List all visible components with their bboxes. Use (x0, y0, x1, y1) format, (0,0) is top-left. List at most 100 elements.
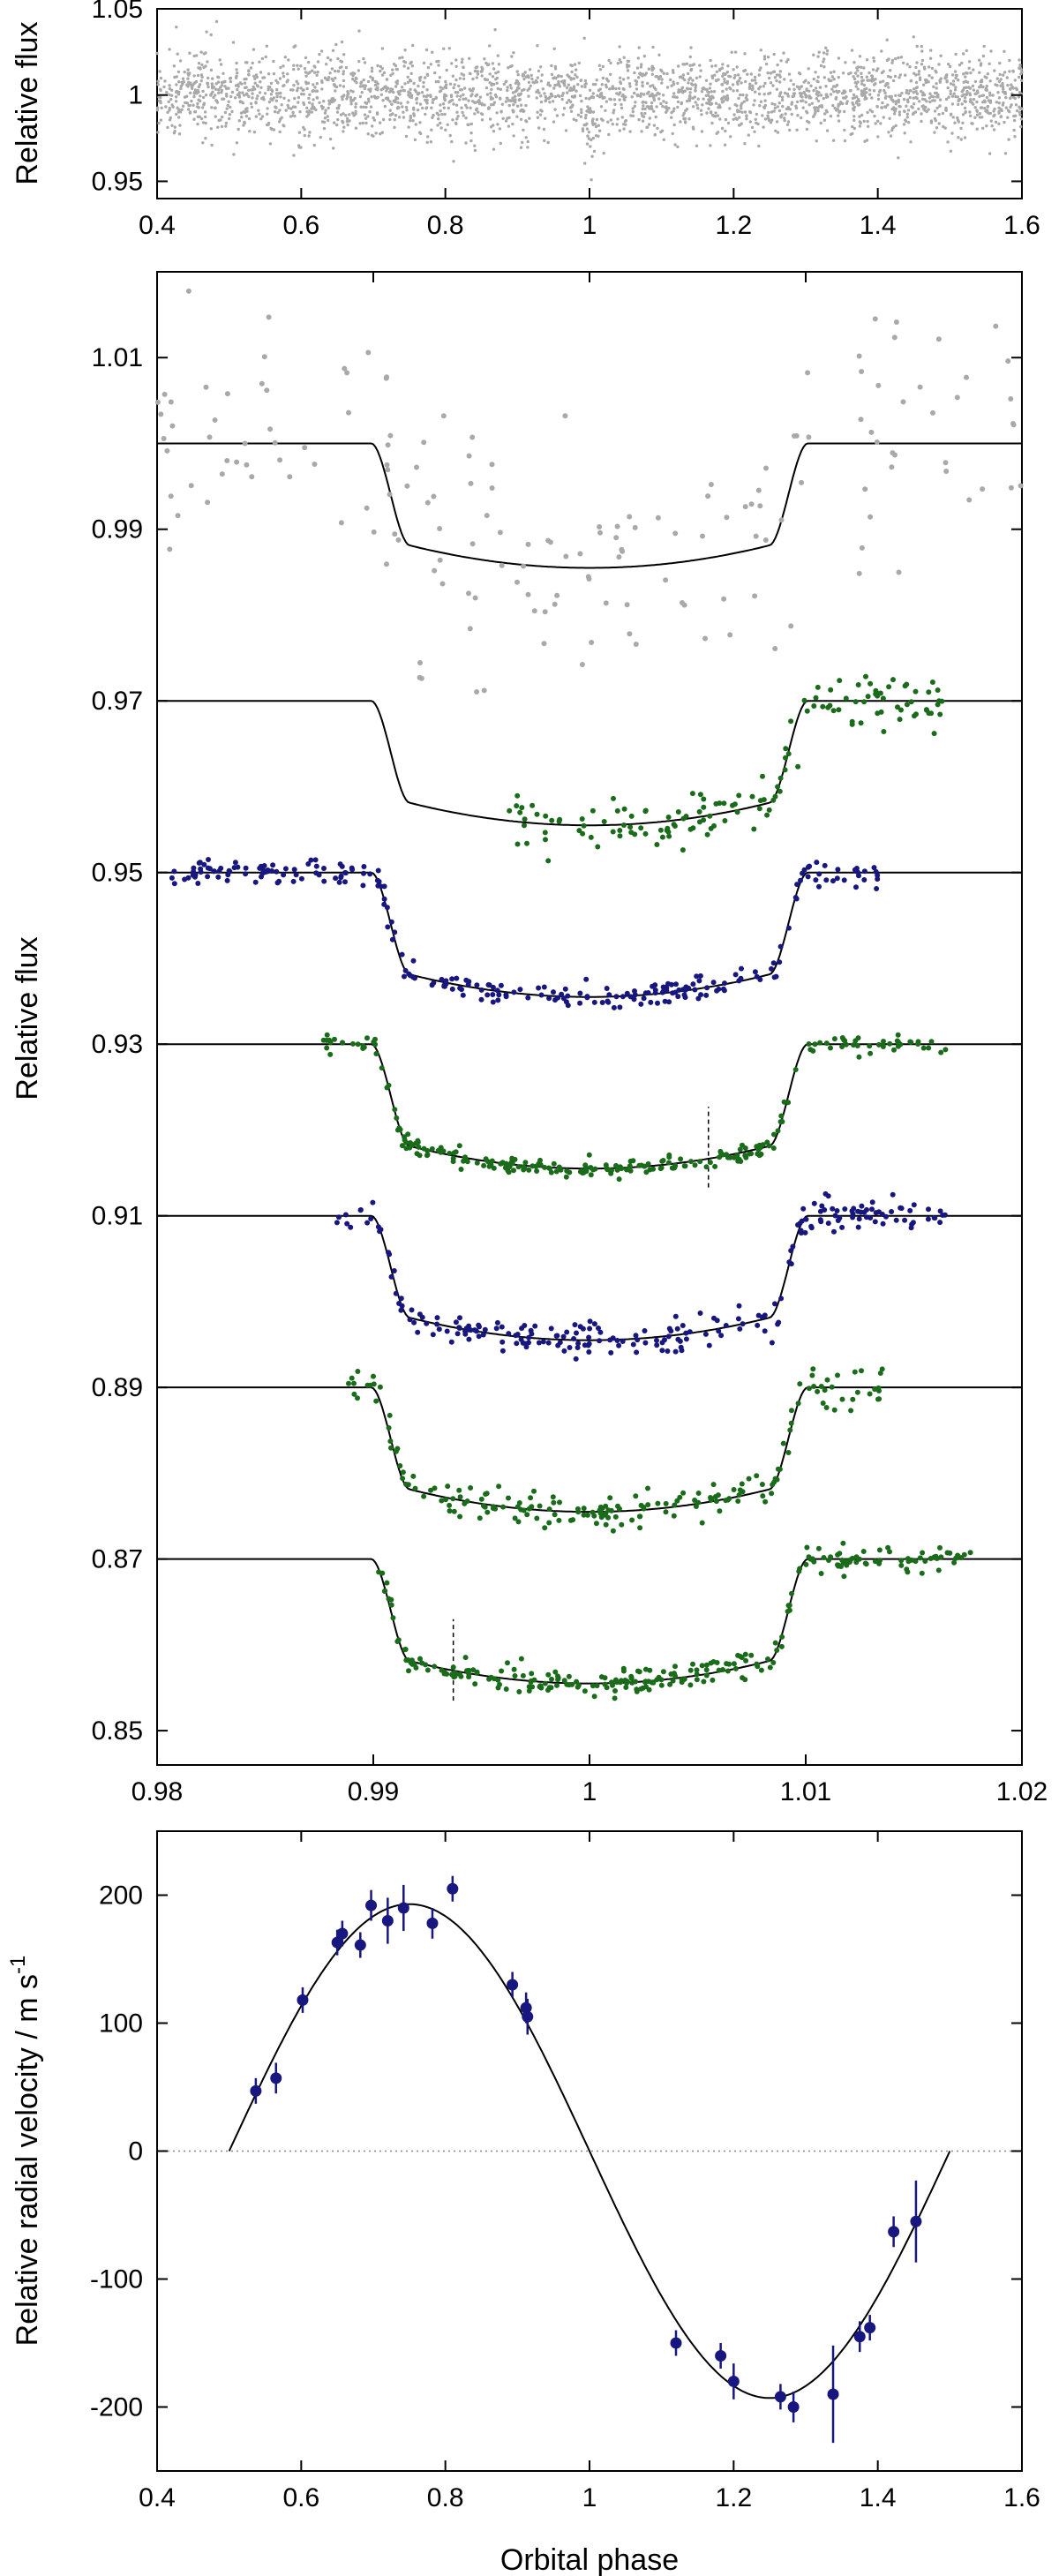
data-point (643, 107, 647, 111)
data-point (830, 87, 834, 91)
data-point (476, 1333, 482, 1340)
data-point (525, 995, 531, 1001)
data-point (688, 55, 692, 59)
rv-data-point (365, 1899, 378, 1911)
data-point (856, 353, 862, 359)
data-point (296, 64, 299, 68)
data-point (980, 94, 984, 98)
data-point (404, 483, 410, 489)
data-point (298, 110, 302, 114)
data-point (342, 94, 345, 98)
data-point (666, 833, 672, 839)
data-point (810, 1366, 816, 1372)
data-point (491, 75, 495, 79)
data-point (875, 1396, 881, 1402)
data-point (751, 826, 757, 832)
data-point (468, 71, 472, 76)
data-point (861, 877, 867, 882)
data-point (475, 76, 478, 79)
data-point (633, 1493, 639, 1499)
data-point (587, 131, 591, 134)
data-point (410, 974, 417, 980)
data-point (876, 1547, 882, 1553)
data-point (486, 107, 491, 110)
data-point (239, 111, 244, 115)
data-point (329, 58, 333, 62)
data-point (829, 1384, 835, 1390)
data-point (717, 1148, 724, 1154)
data-point (807, 89, 811, 93)
data-point (163, 79, 167, 83)
data-point (779, 116, 783, 119)
data-point (355, 81, 358, 85)
data-point (726, 64, 730, 68)
data-point (752, 103, 755, 107)
data-point (627, 1168, 634, 1174)
data-point (214, 115, 217, 118)
data-point (632, 831, 638, 837)
data-point (207, 85, 210, 89)
data-point (889, 464, 895, 470)
data-point (269, 93, 274, 96)
data-point (595, 79, 598, 82)
data-point (656, 126, 659, 131)
data-point (717, 103, 721, 107)
data-point (507, 124, 511, 128)
middle-axis-ytick-label: 0.89 (92, 1373, 143, 1402)
data-point (186, 68, 190, 71)
data-point (713, 73, 717, 77)
data-point (556, 1517, 562, 1523)
data-point (526, 74, 530, 78)
data-point (230, 109, 234, 114)
data-point (967, 60, 972, 64)
data-point (434, 1321, 440, 1327)
data-point (725, 79, 729, 84)
data-point (824, 85, 828, 88)
data-point (437, 79, 440, 84)
data-point (440, 112, 444, 116)
data-point (287, 58, 290, 62)
data-point (896, 569, 902, 575)
data-point (458, 1673, 464, 1679)
data-point (564, 129, 568, 132)
data-point (776, 63, 779, 67)
data-point (927, 65, 931, 69)
data-point (780, 98, 785, 102)
rv-data-point (397, 1902, 409, 1914)
rv-data-point (381, 1915, 394, 1926)
data-point (957, 102, 960, 107)
data-point (920, 97, 925, 101)
data-point (429, 1145, 435, 1152)
data-point (260, 115, 265, 118)
data-point (200, 63, 204, 67)
data-point (561, 113, 565, 116)
middle-axis-ytick-label: 0.91 (92, 1202, 143, 1231)
data-point (997, 106, 1001, 110)
panel-bottom-ylabel-superscript: -1 (6, 1956, 30, 1974)
data-point (790, 112, 793, 116)
data-point (195, 54, 199, 57)
data-point (301, 88, 304, 93)
data-point (937, 711, 943, 717)
data-point (199, 116, 204, 121)
data-point (516, 1500, 522, 1506)
data-point (636, 76, 641, 79)
data-point (960, 61, 964, 65)
data-point (575, 1509, 582, 1515)
data-point (815, 97, 818, 101)
data-point (456, 91, 460, 94)
data-point (417, 660, 423, 665)
data-point (175, 26, 178, 29)
data-point (662, 998, 668, 1004)
data-point (490, 992, 496, 997)
data-point (450, 1664, 456, 1671)
data-point (665, 71, 669, 76)
data-point (834, 85, 837, 88)
data-point (539, 100, 544, 104)
data-point (589, 109, 593, 113)
data-point (186, 108, 191, 111)
data-point (499, 1339, 506, 1345)
data-point (243, 865, 249, 871)
data-point (696, 819, 702, 825)
data-point (988, 79, 992, 83)
